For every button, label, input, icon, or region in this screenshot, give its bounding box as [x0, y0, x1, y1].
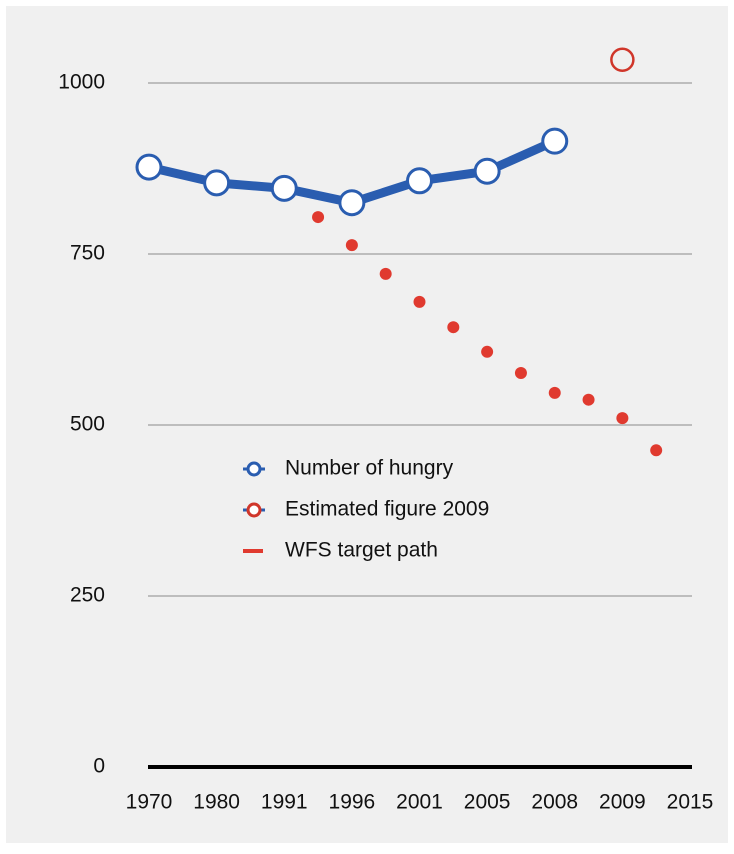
x-tick-label: 2001: [396, 791, 443, 814]
point: [473, 157, 501, 185]
legend-label: WFS target path: [285, 539, 438, 562]
x-tick-label: 1996: [329, 791, 376, 814]
y-tick-label: 1000: [58, 71, 105, 94]
y-tick-label: 0: [93, 755, 105, 778]
legend-label: Estimated figure 2009: [285, 498, 489, 521]
point: [338, 189, 366, 217]
point: [447, 321, 460, 334]
y-tick-label: 500: [70, 413, 105, 436]
point: [650, 444, 663, 457]
x-tick-label: 2009: [599, 791, 646, 814]
legend-marker: [246, 502, 262, 518]
x-tick-label: 2015: [667, 791, 714, 814]
point: [548, 386, 561, 399]
point: [379, 267, 392, 280]
legend-label: Number of hungry: [285, 457, 454, 480]
y-tick-label: 750: [70, 242, 105, 265]
x-tick-label: 1980: [193, 791, 240, 814]
point: [312, 211, 325, 224]
legend-marker: [246, 461, 262, 477]
point: [481, 345, 494, 358]
point: [610, 47, 635, 72]
point: [616, 412, 629, 425]
x-tick-label: 2005: [464, 791, 511, 814]
point: [413, 295, 426, 308]
y-tick-label: 250: [70, 584, 105, 607]
point: [514, 367, 527, 380]
point: [541, 127, 569, 155]
point: [270, 174, 298, 202]
point: [582, 393, 595, 406]
x-tick-label: 1991: [261, 791, 308, 814]
point: [345, 239, 358, 252]
point: [135, 153, 163, 181]
point: [406, 167, 433, 195]
x-tick-label: 1970: [126, 791, 173, 814]
point: [203, 169, 231, 197]
x-tick-label: 2008: [531, 791, 578, 814]
